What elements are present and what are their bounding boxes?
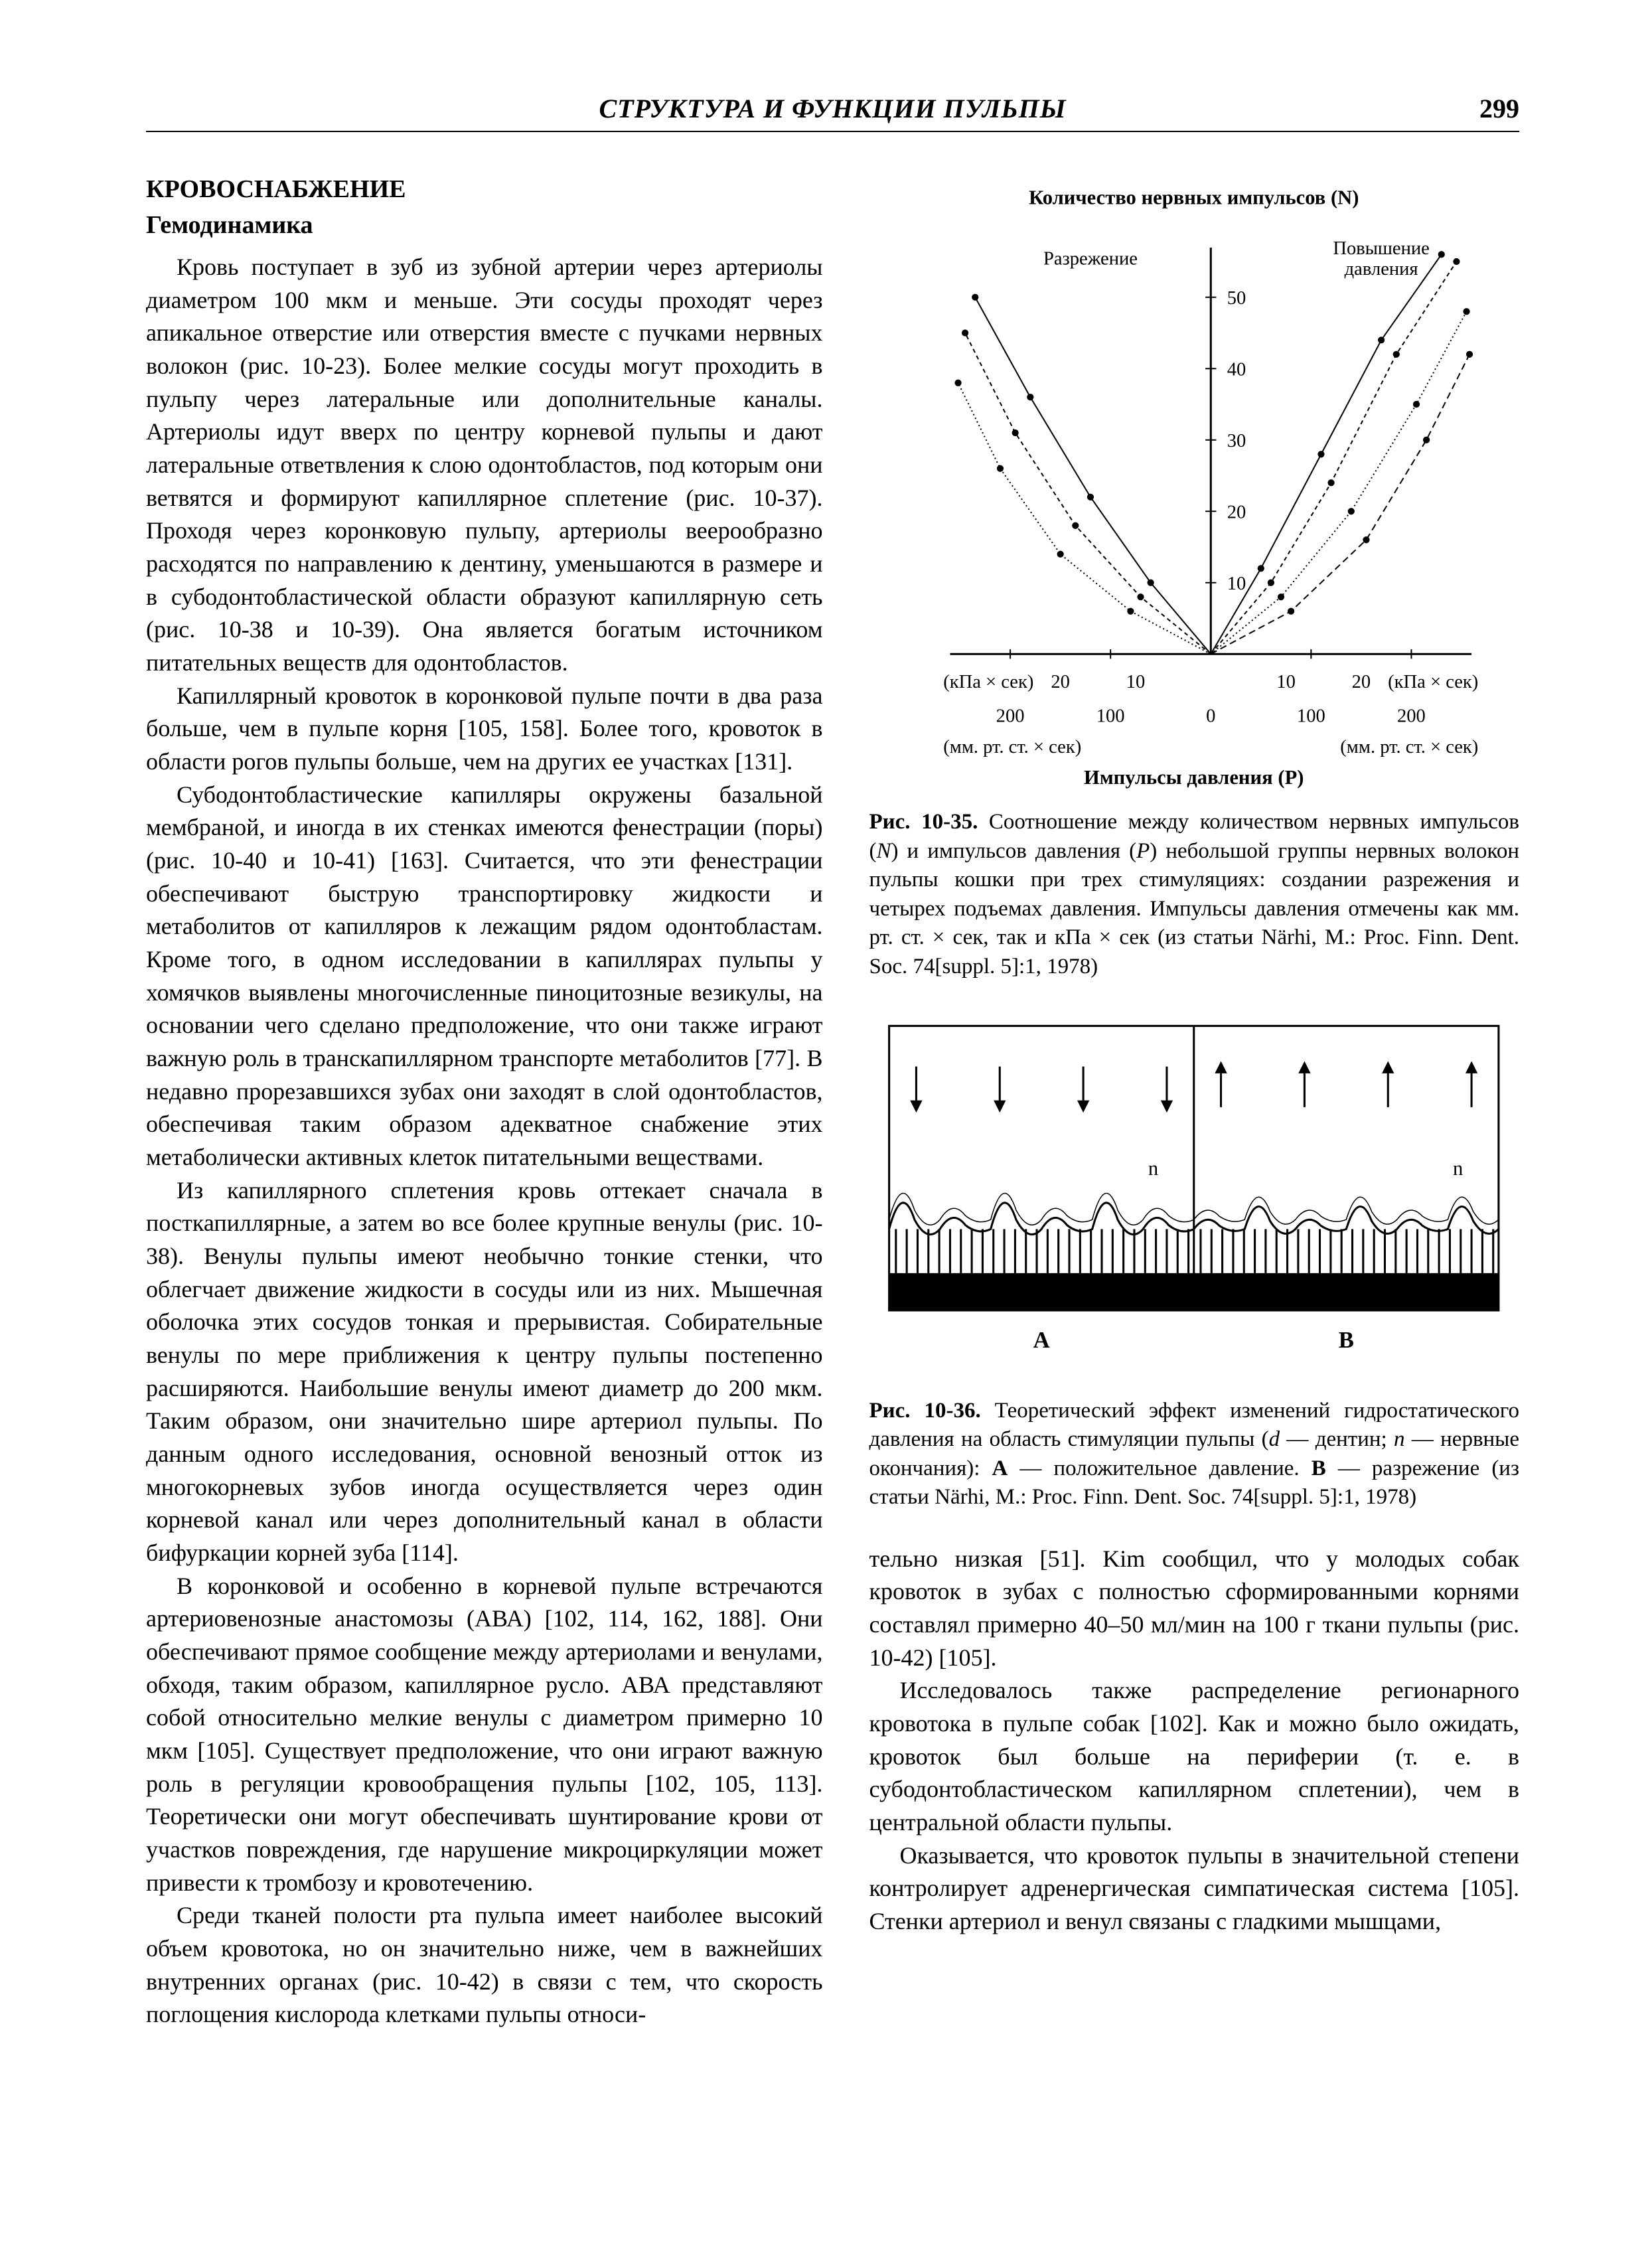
svg-text:давления: давления <box>1345 259 1418 279</box>
svg-text:n: n <box>1454 1156 1464 1179</box>
svg-text:n: n <box>1148 1156 1158 1179</box>
svg-text:А: А <box>1033 1327 1050 1353</box>
svg-text:0: 0 <box>1207 706 1216 726</box>
paragraph: Капиллярный кровоток в коронковой пульпе… <box>146 680 822 779</box>
svg-text:d: d <box>911 1280 921 1302</box>
svg-text:10: 10 <box>1227 574 1246 594</box>
svg-text:100: 100 <box>1297 706 1325 726</box>
paragraph: Оказывается, что кровоток пульпы в значи… <box>869 1839 1519 1938</box>
figure-caption: Рис. 10-36. Теоретический эффект изменен… <box>869 1397 1519 1512</box>
two-column-layout: КРОВОСНАБЖЕНИЕ Гемодинамика Кровь поступ… <box>146 172 1519 2031</box>
svg-text:Количество нервных импульсов (: Количество нервных импульсов (N) <box>1029 187 1359 209</box>
svg-text:50: 50 <box>1227 288 1246 309</box>
caption-symbol: N <box>876 839 891 863</box>
svg-text:100: 100 <box>1096 706 1125 726</box>
diagram-svg: n d n d А В <box>869 1012 1519 1378</box>
caption-symbol: n <box>1394 1427 1405 1451</box>
svg-text:20: 20 <box>1051 672 1071 692</box>
svg-text:Повышение: Повышение <box>1333 238 1430 259</box>
svg-text:Импульсы давления (P): Импульсы давления (P) <box>1085 766 1304 789</box>
running-title: СТРУКТУРА И ФУНКЦИИ ПУЛЬПЫ <box>232 93 1433 124</box>
figure-10-35: Количество нервных импульсов (N) Разрежен… <box>869 180 1519 982</box>
svg-text:(мм. рт. ст. × сек): (мм. рт. ст. × сек) <box>944 737 1082 757</box>
paragraph: Среди тканей полости рта пульпа имеет на… <box>146 1899 822 2031</box>
svg-text:Разрежение: Разрежение <box>1043 249 1138 270</box>
svg-text:30: 30 <box>1227 431 1246 451</box>
page-number: 299 <box>1433 93 1519 124</box>
svg-text:(кПа × сек): (кПа × сек) <box>1389 672 1479 692</box>
svg-text:(мм. рт. ст. × сек): (мм. рт. ст. × сек) <box>1341 737 1479 757</box>
svg-text:В: В <box>1339 1327 1354 1353</box>
paragraph: Исследовалось также распределение регион… <box>869 1674 1519 1839</box>
caption-text: — положительное давление. <box>1008 1456 1311 1480</box>
svg-text:40: 40 <box>1227 359 1246 380</box>
caption-bold: В <box>1312 1456 1326 1480</box>
caption-bold: А <box>992 1456 1008 1480</box>
svg-text:20: 20 <box>1352 672 1371 692</box>
svg-text:10: 10 <box>1277 672 1296 692</box>
subsection-title: Гемодинамика <box>146 208 822 242</box>
svg-text:200: 200 <box>1398 706 1426 726</box>
right-column: Количество нервных импульсов (N) Разрежен… <box>869 172 1519 2031</box>
paragraph: В коронковой и особенно в корневой пульп… <box>146 1570 822 1900</box>
figure-caption: Рис. 10-35. Соотношение между количество… <box>869 808 1519 981</box>
running-head: СТРУКТУРА И ФУНКЦИИ ПУЛЬПЫ 299 <box>146 93 1519 132</box>
paragraph: тельно низкая [51]. Kim сообщил, что у м… <box>869 1543 1519 1675</box>
figure-label: Рис. 10-36. <box>869 1399 980 1423</box>
page: СТРУКТУРА И ФУНКЦИИ ПУЛЬПЫ 299 КРОВОСНАБ… <box>0 0 1652 2267</box>
figure-10-36: n d n d А В Рис. 10-36. Теоретический эффект … <box>869 1012 1519 1512</box>
paragraph: Субодонтобластические капилляры окружены… <box>146 779 822 1174</box>
caption-text: — дентин; <box>1280 1427 1394 1451</box>
svg-text:20: 20 <box>1227 502 1246 522</box>
svg-text:200: 200 <box>996 706 1025 726</box>
caption-symbol: P <box>1136 839 1150 863</box>
svg-text:d: d <box>1216 1280 1226 1302</box>
chart-svg: Количество нервных импульсов (N) Разрежен… <box>869 180 1519 789</box>
left-column: КРОВОСНАБЖЕНИЕ Гемодинамика Кровь поступ… <box>146 172 822 2031</box>
svg-text:10: 10 <box>1126 672 1146 692</box>
caption-symbol: d <box>1269 1427 1280 1451</box>
svg-text:(кПа × сек): (кПа × сек) <box>944 672 1034 692</box>
paragraph: Из капиллярного сплетения кровь оттекает… <box>146 1174 822 1570</box>
caption-text: ) и импульсов давления ( <box>891 839 1137 863</box>
section-title: КРОВОСНАБЖЕНИЕ <box>146 172 822 206</box>
paragraph: Кровь поступает в зуб из зубной артерии … <box>146 251 822 680</box>
figure-label: Рис. 10-35. <box>869 810 978 834</box>
